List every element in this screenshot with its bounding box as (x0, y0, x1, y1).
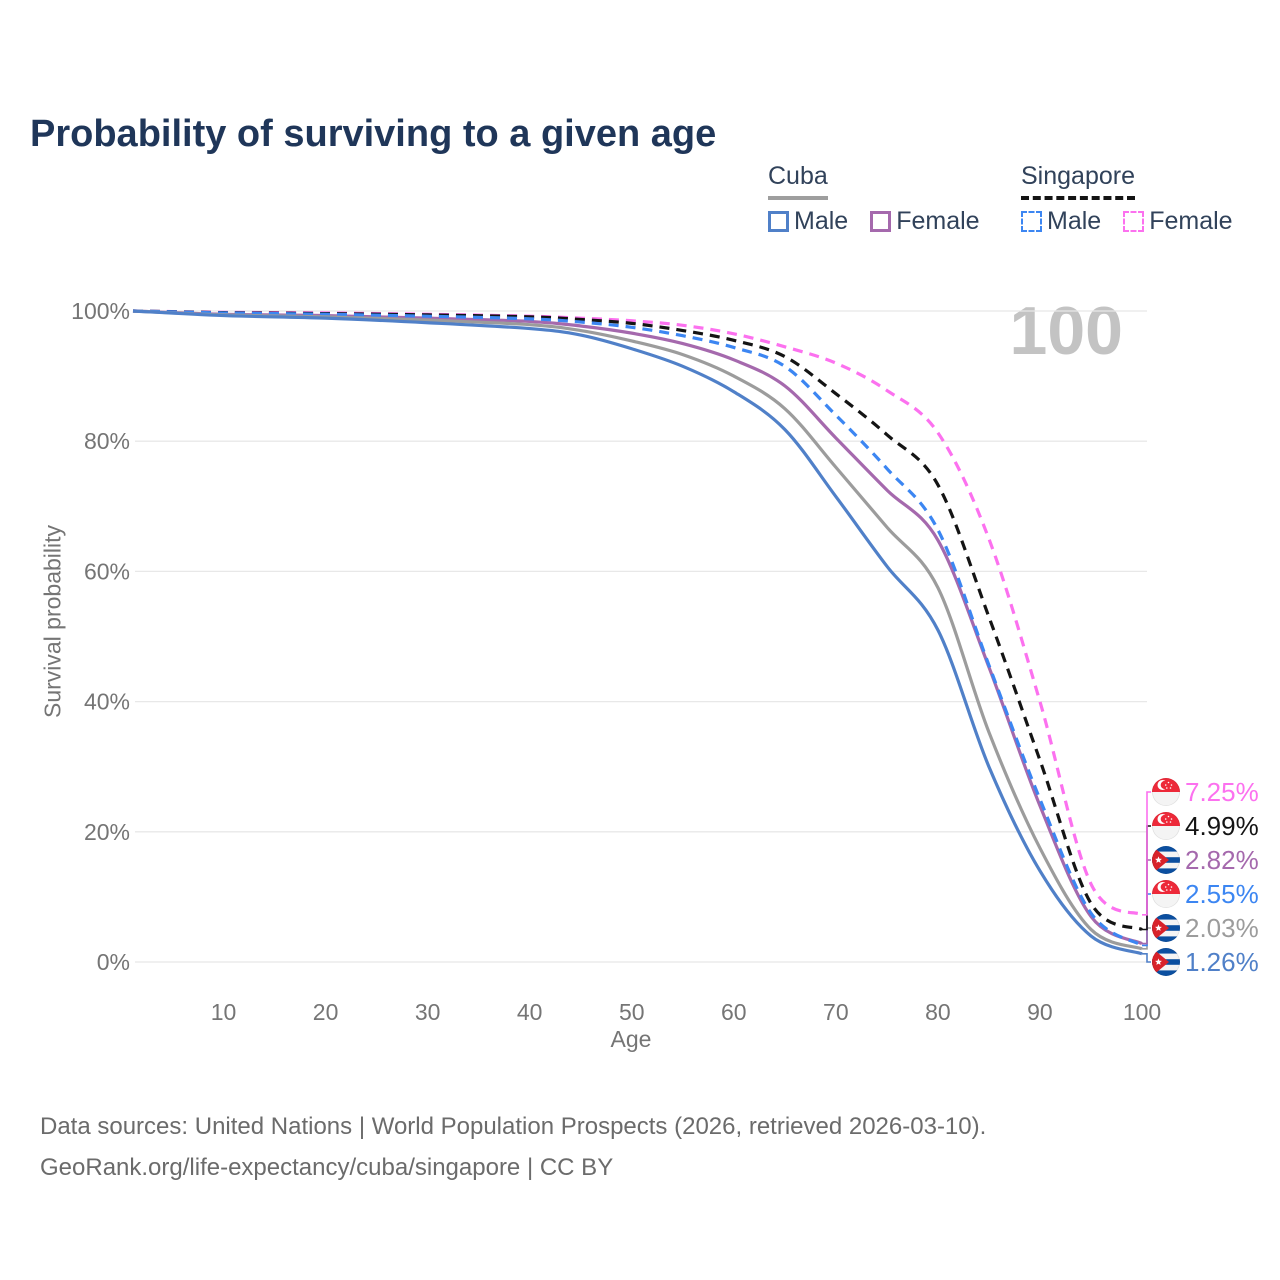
cuba-female-swatch (870, 211, 892, 232)
end-value-label-singapore-female: 7.25% (1185, 777, 1259, 807)
y-tick-label: 20% (84, 819, 130, 845)
y-tick-label: 80% (84, 428, 130, 454)
legend-item-cuba-female[interactable]: Female (870, 207, 980, 236)
end-value-label-cuba-female: 2.82% (1185, 845, 1259, 875)
legend-group-title-cuba[interactable]: Cuba (768, 162, 828, 200)
end-value-label-cuba-both-sexes: 2.03% (1185, 913, 1259, 943)
end-label-connector (1142, 791, 1151, 916)
x-tick-label: 60 (721, 999, 747, 1025)
x-tick-label: 100 (1123, 999, 1161, 1025)
legend-group-title-singapore[interactable]: Singapore (1021, 162, 1135, 200)
x-tick-label: 50 (619, 999, 645, 1025)
legend-item-singapore-male[interactable]: Male (1021, 207, 1101, 236)
x-axis-label: Age (610, 1026, 652, 1052)
legend-item-label: Male (794, 207, 849, 235)
data-source-line: Data sources: United Nations | World Pop… (40, 1113, 987, 1140)
cuba-flag-icon (1152, 846, 1180, 874)
source-attribution: Data sources: United Nations | World Pop… (40, 1106, 986, 1188)
y-tick-label: 0% (97, 949, 130, 975)
legend-item-cuba-male[interactable]: Male (768, 207, 848, 236)
series-line-cuba-male[interactable] (132, 309, 1143, 956)
age-counter-watermark: 100 (1009, 293, 1123, 369)
singapore-female-swatch (1123, 211, 1145, 232)
x-tick-label: 40 (517, 999, 543, 1025)
page-title: Probability of surviving to a given age (30, 113, 717, 156)
x-tick-label: 10 (211, 999, 237, 1025)
legend-item-singapore-female[interactable]: Female (1123, 207, 1233, 236)
singapore-flag-icon (1152, 778, 1180, 806)
legend-item-label: Male (1047, 207, 1102, 235)
singapore-flag-icon (1152, 880, 1180, 908)
legend-item-label: Female (1149, 207, 1233, 235)
cuba-flag-icon (1152, 948, 1180, 976)
y-tick-label: 40% (84, 689, 130, 715)
end-value-label-cuba-male: 1.26% (1185, 947, 1259, 977)
x-tick-label: 80 (925, 999, 951, 1025)
series-line-singapore-both-sexes[interactable] (132, 309, 1143, 932)
cuba-flag-icon (1152, 914, 1180, 942)
end-label-connector (1142, 953, 1151, 963)
series-line-cuba-both-sexes[interactable] (132, 309, 1143, 951)
x-tick-label: 90 (1027, 999, 1053, 1025)
x-tick-label: 20 (313, 999, 339, 1025)
legend-group-cuba: Cuba Male Female (768, 162, 980, 236)
series-line-singapore-female[interactable] (132, 309, 1143, 917)
series-line-cuba-female[interactable] (132, 309, 1143, 946)
source-url-line: GeoRank.org/life-expectancy/cuba/singapo… (40, 1154, 614, 1181)
cuba-male-swatch (768, 211, 789, 232)
y-axis-label: Survival probability (39, 524, 66, 719)
end-value-label-singapore-male: 2.55% (1185, 879, 1259, 909)
end-value-label-singapore-both-sexes: 4.99% (1185, 811, 1259, 841)
legend: Cuba Male Female Singapore Male Female (0, 162, 1280, 242)
singapore-male-swatch (1021, 211, 1042, 232)
legend-item-label: Female (896, 207, 980, 235)
x-tick-label: 30 (415, 999, 441, 1025)
series-line-singapore-male[interactable] (132, 309, 1143, 947)
y-tick-label: 100% (71, 298, 130, 324)
singapore-flag-icon (1152, 812, 1180, 840)
x-tick-label: 70 (823, 999, 849, 1025)
y-tick-label: 60% (84, 558, 130, 584)
legend-group-singapore: Singapore Male Female (1021, 162, 1233, 236)
